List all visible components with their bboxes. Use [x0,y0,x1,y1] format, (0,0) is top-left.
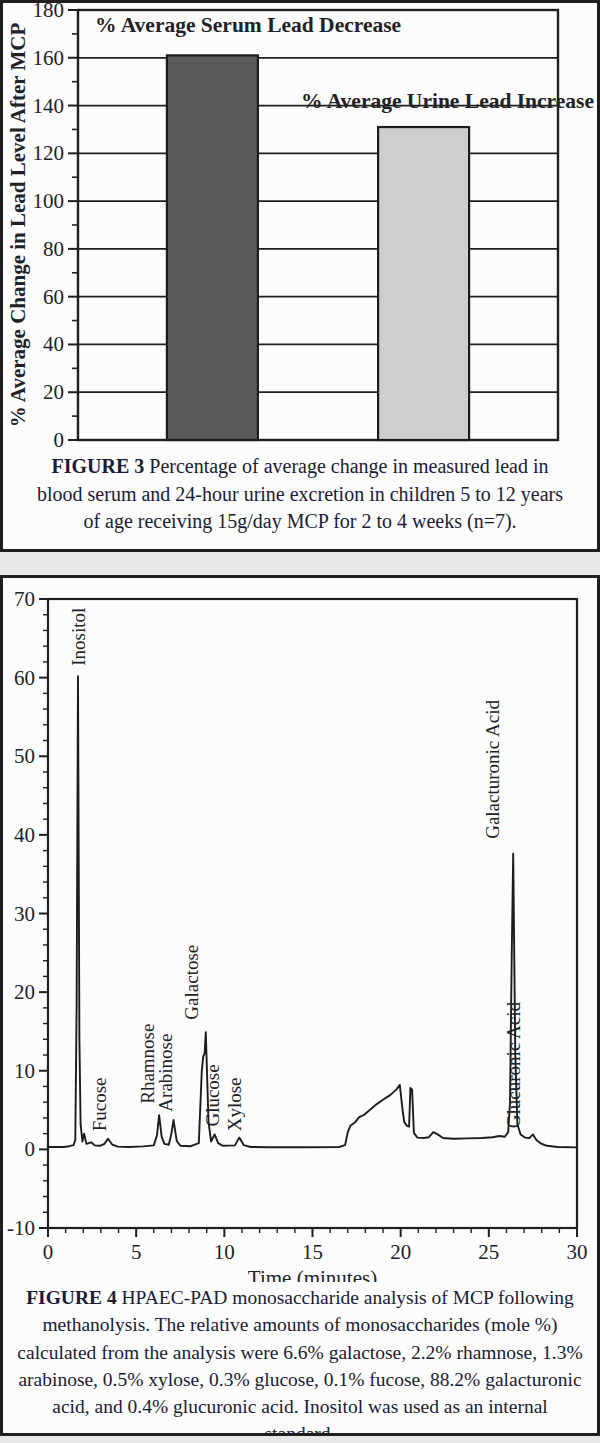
peak-label-arabinose: Arabinose [155,1034,176,1112]
figure3-caption-label: FIGURE 3 [51,455,144,477]
y-tick-label: 70 [14,587,35,611]
y-axis-title: % Average Change in Lead Level After MCP [6,23,30,428]
peak-label-galacturonic-acid: Galacturonic Acid [482,700,503,839]
y-tick-label: 20 [43,380,64,404]
y-tick-label: 30 [14,902,35,926]
y-tick-label: 160 [33,46,65,70]
figure3-caption: FIGURE 3 Percentage of average change in… [3,453,597,536]
y-tick-label: 50 [14,744,35,768]
y-tick-label: 100 [33,189,65,213]
y-tick-label: 40 [14,823,35,847]
peak-label-fucose: Fucose [89,1077,110,1131]
x-tick-label: 20 [390,1240,411,1264]
y-tick-label: 140 [33,94,65,118]
series-annotation-1: % Average Urine Lead Increase [301,89,594,113]
y-tick-label: 0 [25,1137,36,1161]
peak-label-glucose: Glucose [202,1064,223,1126]
y-tick-label: 40 [43,332,64,356]
scanned-figures-page: { "page": { "background": "#e7e7e7", "pa… [0,0,600,1443]
y-tick-label: 80 [43,237,64,261]
bar-serum-lead-decrease [167,55,258,440]
figure4-caption-label: FIGURE 4 [26,1287,116,1308]
x-tick-label: 10 [214,1240,235,1264]
bar-urine-lead-increase [378,127,469,440]
figure3-bar-chart: 0 20 40 60 80 100 120 140 160 180 % Average Serum … [3,3,597,451]
figure3-panel: 0 20 40 60 80 100 120 140 160 180 % Average Serum … [0,0,600,552]
x-tick-label: 15 [302,1240,323,1264]
x-tick-label: 5 [131,1240,142,1264]
figure4-caption-text: HPAEC-PAD monosaccharide analysis of MCP… [17,1287,582,1436]
y-tick-label: 10 [14,1059,35,1083]
peak-label-galactose: Galactose [181,945,202,1020]
series-annotation-0: % Average Serum Lead Decrease [95,13,401,37]
plot-border [48,599,577,1228]
y-tick-label: 180 [33,3,65,22]
figure4-caption: FIGURE 4 HPAEC-PAD monosaccharide analys… [3,1284,597,1436]
plot-border [78,10,558,440]
peak-label-glucuronic-acid: Glucuronic Acid [503,1002,524,1129]
figure4-chromatogram-chart: -10 0 10 20 30 40 50 60 70 0 5 10 15 20 25 30 Time (minu… [3,578,597,1282]
peak-label-xylose: Xylose [224,1077,245,1131]
x-tick-label: 30 [567,1240,588,1264]
y-tick-label: 20 [14,980,35,1004]
y-tick-label: 120 [33,141,65,165]
y-tick-label: 0 [54,428,65,451]
figure4-panel: -10 0 10 20 30 40 50 60 70 0 5 10 15 20 25 30 Time (minu… [0,575,600,1436]
x-tick-label: 0 [43,1240,54,1264]
y-tick-label: 60 [14,666,35,690]
x-axis-title: Time (minutes) [248,1266,377,1282]
y-tick-label: 60 [43,285,64,309]
x-tick-label: 25 [478,1240,499,1264]
peak-label-inositol: Inositol [68,608,89,666]
y-tick-label: -10 [7,1216,35,1240]
